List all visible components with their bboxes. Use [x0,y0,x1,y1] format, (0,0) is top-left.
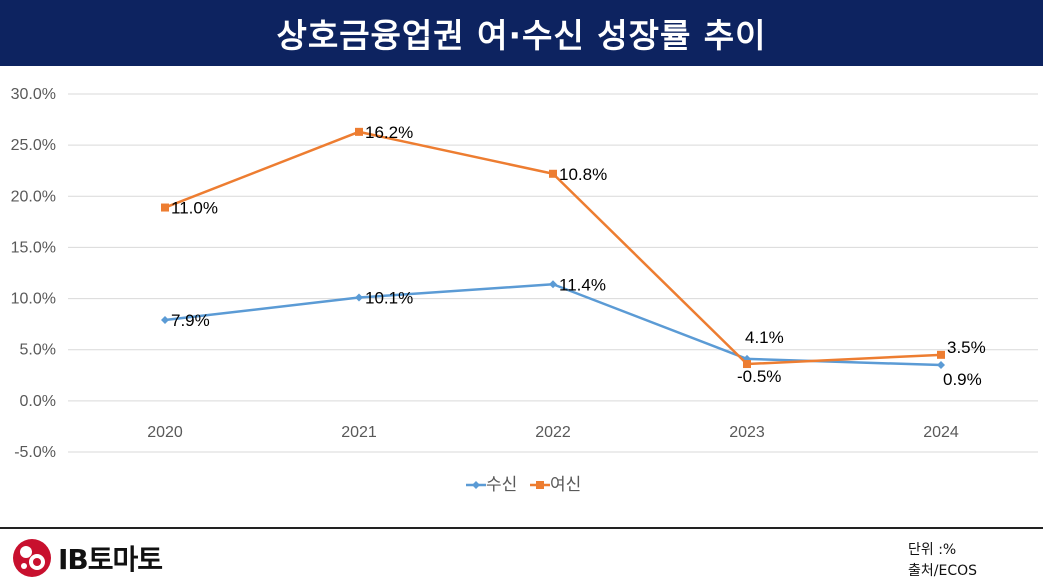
legend-marker [536,481,544,489]
legend-item: 수신 [466,475,517,495]
line-chart: 30.0% 25.0% 20.0% 15.0% 10.0% 5.0% 0.0% -5.0% 20… [11,86,1038,495]
source-note: 단위 :% 출처/ECOS [908,540,977,582]
x-tick-label: 2024 [923,424,959,441]
source-label: 출처/ECOS [908,563,978,579]
unit-label: 단위 :% [908,542,957,558]
y-tick-label: 15.0% [11,239,56,256]
x-tick-label: 2020 [147,424,183,441]
data-label: 10.1% [365,289,413,308]
y-tick-label: 20.0% [11,188,56,205]
data-label: 3.5% [947,338,986,357]
data-label: 11.4% [559,275,606,294]
y-tick-label: 0.0% [20,393,56,410]
ibtomato-logo: IB토마토 [12,536,163,580]
data-point [161,203,169,212]
y-tick-label: -5.0% [14,444,56,461]
data-label: -0.5% [737,367,781,386]
y-tick-label: 5.0% [20,342,56,359]
data-point [937,350,945,359]
data-label: 10.8% [559,165,607,184]
data-label: 0.9% [943,370,982,389]
data-label: 11.0% [171,199,218,218]
data-point [937,361,945,370]
chart-title: 상호금융업권 여·수신 성장률 추이 [276,16,767,55]
data-label: 4.1% [745,328,784,347]
x-tick-label: 2022 [535,424,571,441]
data-label: 7.9% [171,311,210,330]
legend-marker [472,481,480,489]
y-tick-label: 10.0% [11,291,56,308]
data-point [743,360,751,369]
data-point [355,127,363,136]
legend-item: 여신 [530,475,581,495]
data-point [549,169,557,178]
data-point [549,280,557,289]
logo-text: IB토마토 [58,543,163,576]
x-tick-label: 2021 [341,424,377,441]
tomato-logo-icon [13,539,51,577]
y-tick-label: 30.0% [11,86,56,103]
y-tick-label: 25.0% [11,137,56,154]
data-point [355,293,363,302]
legend-label: 여신 [550,475,581,495]
data-label: 16.2% [365,123,413,142]
legend-label: 수신 [486,475,517,495]
series-line-loans [164,130,942,366]
data-point [161,316,169,325]
series-line-deposits [164,283,942,367]
footer-divider [0,527,1043,529]
x-tick-label: 2023 [729,424,765,441]
chart-title-bar: 상호금융업권 여·수신 성장률 추이 [0,0,1043,66]
